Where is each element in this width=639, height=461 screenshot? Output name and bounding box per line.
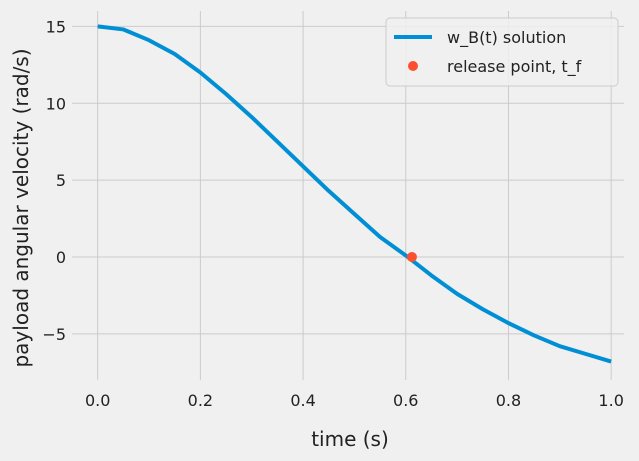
x-tick-label: 0.2 — [188, 391, 213, 410]
legend-box — [385, 17, 619, 87]
y-tick-label: 0 — [56, 248, 66, 267]
x-axis-label: time (s) — [311, 427, 389, 451]
legend-marker-swatch — [408, 61, 418, 71]
x-tick-label: 0.0 — [85, 391, 110, 410]
release-point-marker — [406, 252, 417, 262]
x-tick-label: 0.4 — [290, 391, 315, 410]
solution-line — [97, 24, 612, 364]
x-tick-label: 0.6 — [393, 391, 418, 410]
tick-labels: 0.0 0.2 0.4 0.6 0.8 1.0 −5 0 5 10 15 — [42, 17, 623, 410]
x-tick-label: 0.8 — [496, 391, 521, 410]
y-tick-label: −5 — [42, 325, 66, 344]
y-tick-label: 15 — [46, 17, 66, 36]
y-tick-label: 5 — [56, 171, 66, 190]
series-layer — [97, 24, 612, 364]
y-axis-label: payload angular velocity (rad/s) — [9, 48, 33, 367]
legend-label-solution: w_B(t) solution — [447, 28, 566, 48]
x-tick-label: 1.0 — [598, 391, 623, 410]
legend: w_B(t) solution release point, t_f — [385, 17, 619, 87]
legend-label-release-point: release point, t_f — [447, 57, 582, 77]
y-tick-label: 10 — [46, 94, 66, 113]
